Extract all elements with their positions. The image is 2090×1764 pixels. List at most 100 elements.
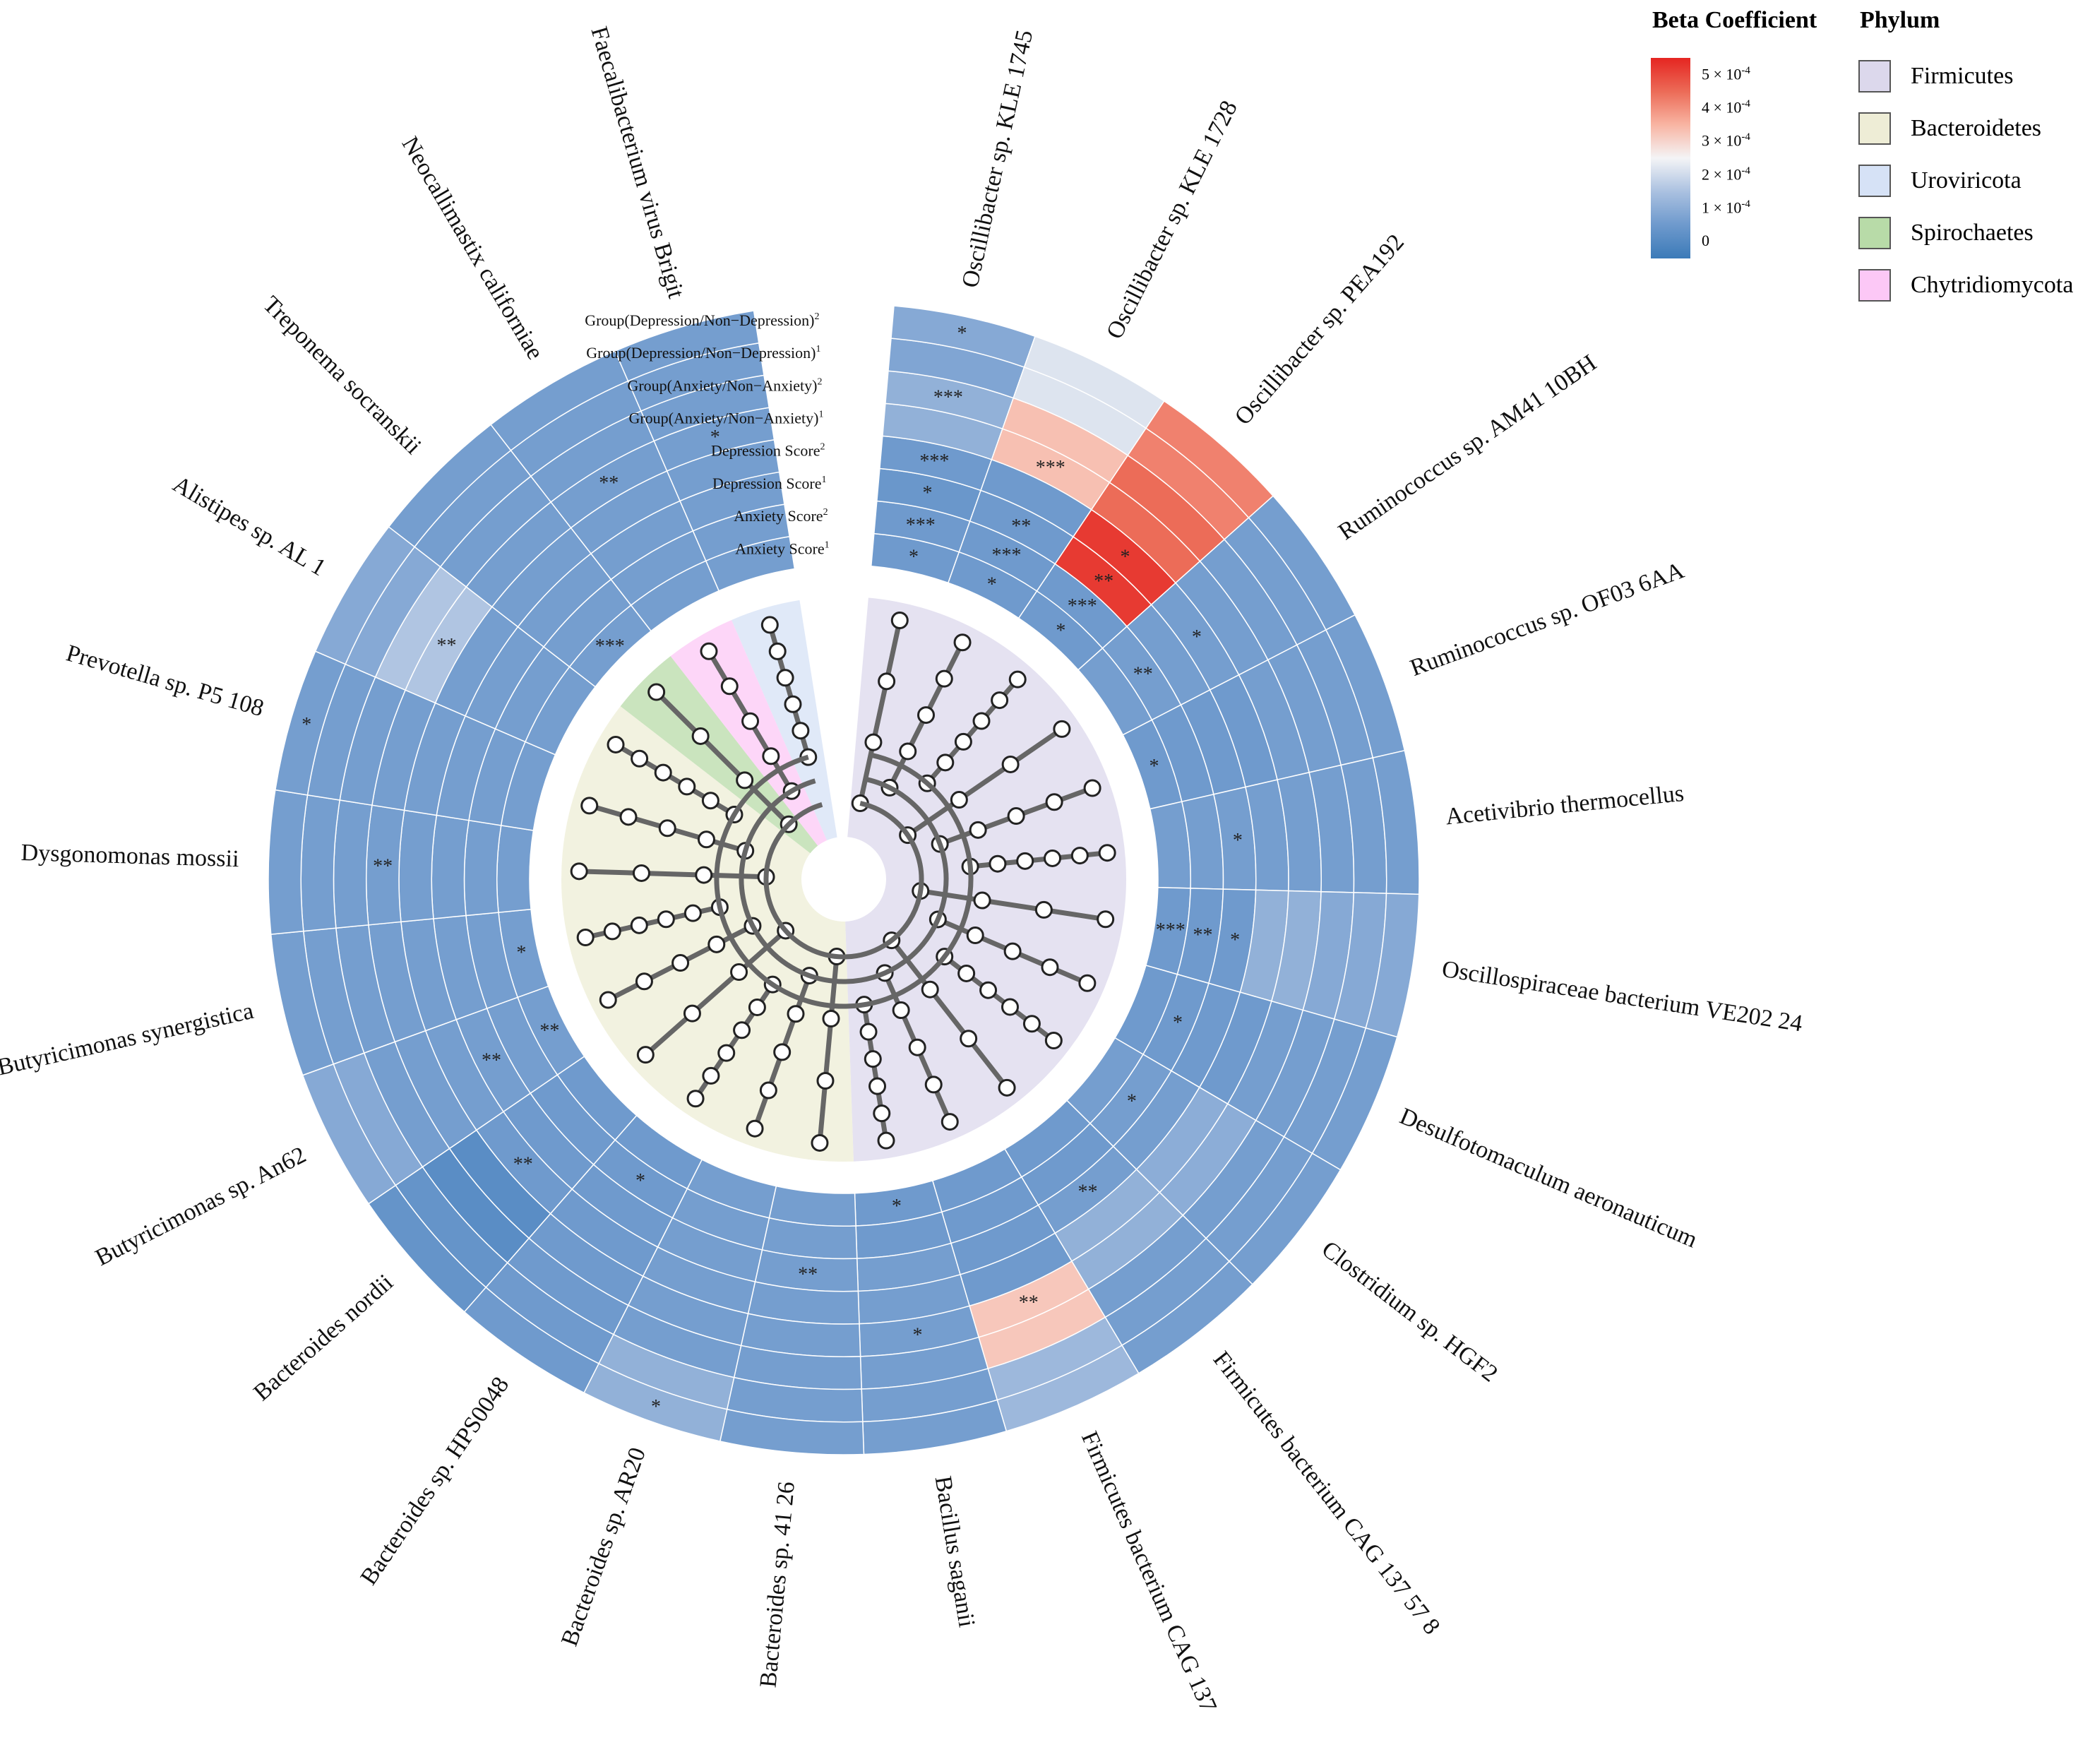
tree-branch — [889, 938, 1010, 1090]
taxon-label: Bacteroides sp. HPS0048 — [356, 1372, 515, 1590]
tree-node — [776, 669, 794, 687]
significance-mark: * — [913, 1325, 923, 1347]
significance-mark: *** — [595, 636, 625, 657]
tree-node — [864, 733, 883, 751]
tree-node — [954, 732, 972, 751]
taxon-label: Treponema socranskii — [258, 291, 426, 459]
significance-mark: ** — [1011, 516, 1031, 537]
tree-node — [580, 797, 599, 815]
colorbar-tick-label: 1 × 10-4 — [1702, 198, 1750, 217]
tree-node — [686, 1090, 705, 1108]
taxon-label: Ruminococcus sp. OF03 6AA — [1407, 557, 1688, 681]
tree-node — [1044, 849, 1062, 867]
tree-node — [631, 749, 649, 768]
taxon-label: Bacillus saganii — [930, 1474, 980, 1629]
taxon-label: Alistipes sp. AL 1 — [168, 471, 330, 581]
heatmap-cell — [496, 825, 535, 913]
phylum-label: Chytridiomycota — [1911, 272, 2074, 298]
significance-mark: ** — [1193, 924, 1212, 946]
significance-mark: ** — [539, 1020, 559, 1042]
significance-mark: * — [1173, 1012, 1183, 1034]
tree-node — [768, 642, 787, 660]
taxon-label: Dysgonomonas mossii — [20, 840, 239, 872]
phylum-legend-item: Spirochaetes — [1858, 213, 2034, 253]
taxon-label: Prevotella sp. P5 108 — [64, 640, 267, 722]
colorbar-tick-label: 5 × 10-4 — [1702, 64, 1750, 83]
tree-node — [936, 753, 955, 772]
tree-node — [1022, 1015, 1041, 1033]
significance-mark: *** — [1036, 457, 1065, 479]
tree-node — [700, 642, 718, 660]
tree-node — [899, 742, 917, 761]
taxon-label: Faecalibacterium virus Brigit — [585, 24, 689, 302]
tree-node — [787, 1005, 805, 1023]
tree-node — [784, 695, 802, 713]
significance-mark: ** — [1094, 571, 1113, 592]
significance-mark: * — [516, 942, 526, 964]
tree-node — [654, 763, 672, 782]
tree-node — [979, 981, 998, 999]
ring-label: Group(Anxiety/Non−Anxiety)2 — [627, 376, 822, 394]
tree-node — [960, 1030, 978, 1048]
phylum-swatch — [1858, 165, 1891, 197]
phylogenetic-tree — [561, 597, 1127, 1162]
tree-node — [657, 910, 675, 929]
taxon-label: Ruminococcus sp. AM41 10BH — [1334, 350, 1601, 545]
significance-mark: *** — [1156, 919, 1186, 941]
tree-node — [619, 808, 638, 826]
significance-mark: * — [987, 574, 997, 596]
phylum-swatch — [1858, 217, 1891, 249]
tree-node — [864, 1050, 882, 1068]
tree-node — [733, 1021, 751, 1039]
significance-mark: * — [651, 1396, 661, 1418]
significance-mark: * — [301, 714, 311, 736]
heatmap-cell — [431, 814, 470, 919]
colorbar — [1651, 58, 1690, 258]
significance-mark: ** — [373, 856, 393, 878]
tree-node — [811, 1133, 829, 1152]
heatmap-cells: ************************************ ** **… — [268, 305, 1420, 1455]
phylum-label: Firmicutes — [1911, 63, 2014, 89]
colorbar-tick-label: 0 — [1702, 232, 1709, 250]
tree-branch — [576, 869, 769, 880]
tree-node — [658, 819, 676, 838]
tree-node — [989, 854, 1007, 873]
ring-label: Depression Score1 — [712, 475, 827, 492]
heatmap-cell — [463, 819, 502, 917]
tree-node — [973, 891, 991, 910]
tree-node — [1007, 807, 1025, 826]
tree-node — [877, 1131, 895, 1150]
tree-node — [1083, 779, 1101, 797]
significance-mark: * — [1150, 756, 1159, 777]
significance-mark: *** — [933, 386, 963, 408]
significance-mark: *** — [906, 514, 936, 536]
tree-node — [1098, 844, 1116, 862]
tree-node — [1001, 755, 1020, 773]
tree-branch — [857, 617, 902, 806]
tree-node — [822, 1010, 840, 1028]
significance-mark: ** — [436, 635, 456, 657]
significance-mark: * — [957, 323, 967, 345]
tree-node — [859, 1023, 878, 1041]
tree-node — [695, 866, 713, 884]
ring-labels: Group(Depression/Non−Depression)2 Group(D… — [585, 311, 829, 557]
tree-branch — [643, 928, 789, 1058]
significance-mark: * — [710, 427, 720, 448]
taxon-label: Bacteroides sp. 41 26 — [756, 1481, 800, 1689]
significance-mark: ** — [513, 1153, 533, 1175]
tree-node — [878, 672, 896, 691]
tree-node — [741, 712, 760, 730]
tree-node — [921, 980, 939, 999]
ring-label: Group(Depression/Non−Depression)2 — [585, 311, 819, 329]
significance-mark: * — [635, 1170, 645, 1192]
tree-node — [717, 1044, 736, 1062]
tree-node — [940, 1113, 959, 1131]
heatmap-cell — [300, 794, 341, 932]
significance-mark: ** — [1077, 1181, 1097, 1203]
phylum-legend-item: Bacteroidetes — [1858, 109, 2041, 148]
ring-label: Anxiety Score1 — [735, 540, 829, 557]
taxon-label: Desulfotomaculum aeronauticum — [1396, 1103, 1701, 1253]
tree-node — [599, 991, 617, 1009]
